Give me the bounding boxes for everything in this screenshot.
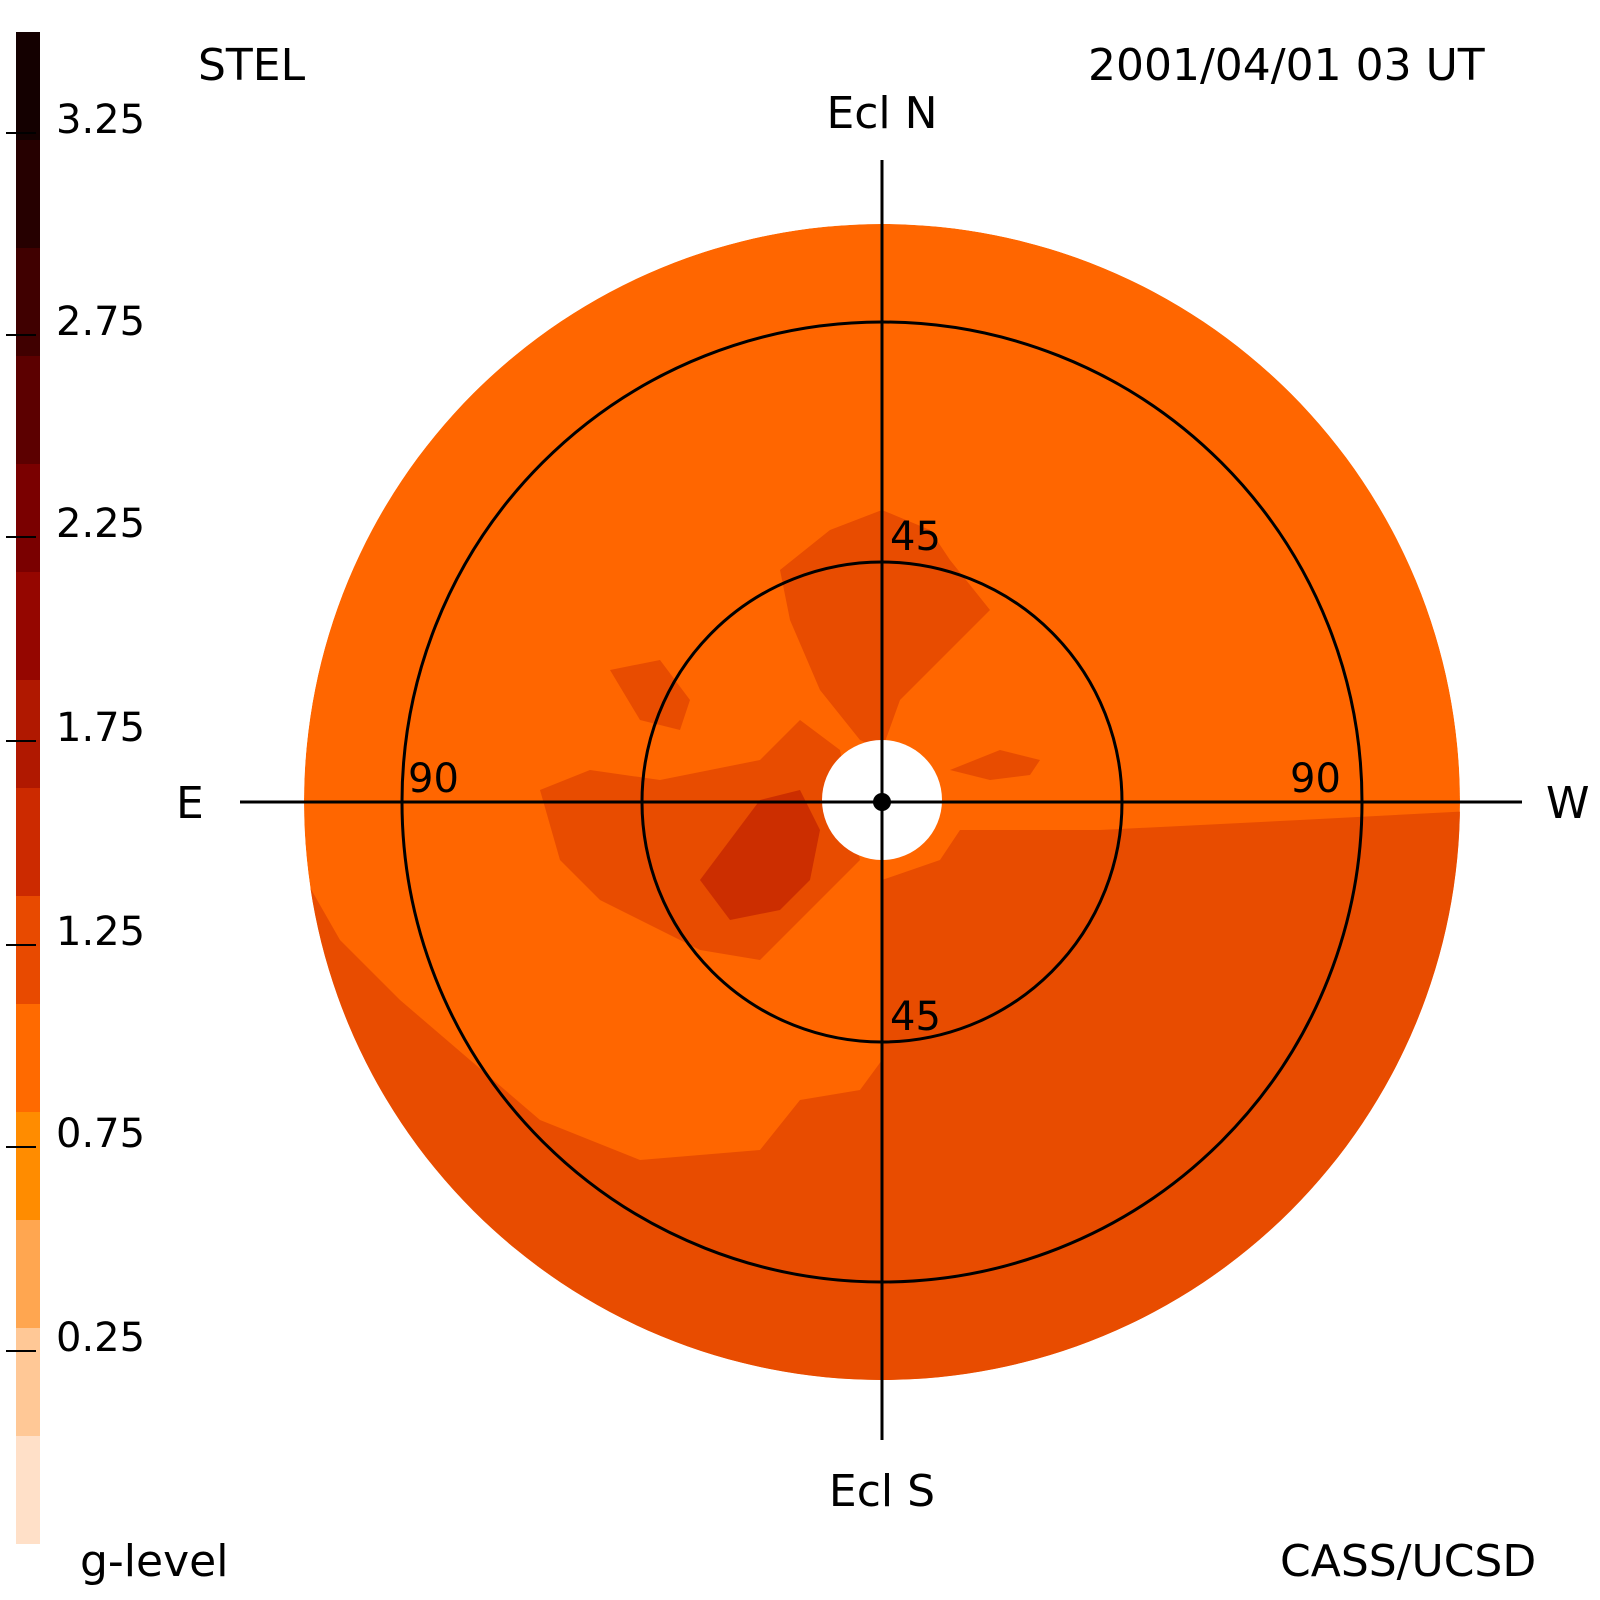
- compass-north-label: Ecl N: [826, 88, 937, 139]
- colorbar-segment: [16, 32, 40, 140]
- colorbar-tick-label: 0.25: [56, 1315, 146, 1361]
- compass-west-label: W: [1546, 778, 1590, 829]
- colorbar-tick-label: 1.25: [56, 909, 146, 955]
- colorbar-tick: [6, 944, 36, 946]
- ring-label-90-west: 90: [1290, 756, 1341, 802]
- colorbar-segment: [16, 140, 40, 248]
- colorbar-segment: [16, 572, 40, 680]
- colorbar-segment: [16, 1328, 40, 1436]
- compass-east-label: E: [176, 778, 204, 829]
- credit-label: CASS/UCSD: [1280, 1536, 1537, 1587]
- colorbar-tick: [6, 1350, 36, 1352]
- instrument-label: STEL: [198, 40, 306, 91]
- ring-label-45-south: 45: [890, 994, 941, 1040]
- sun-center-marker: [873, 793, 891, 811]
- colorbar-segment: [16, 1220, 40, 1328]
- colorbar-segment: [16, 464, 40, 572]
- colorbar-segment: [16, 1112, 40, 1220]
- colorbar-segment: [16, 788, 40, 896]
- colorbar-segment: [16, 896, 40, 1004]
- colorbar-title: g-level: [80, 1536, 229, 1587]
- colorbar-segment: [16, 680, 40, 788]
- colorbar-segment: [16, 248, 40, 356]
- colorbar-tick-label: 2.25: [56, 501, 146, 547]
- colorbar-tick-label: 0.75: [56, 1111, 146, 1157]
- g-level-region: [950, 750, 1040, 780]
- colorbar-tick: [6, 334, 36, 336]
- colorbar-segment: [16, 356, 40, 464]
- g-level-region: [700, 790, 820, 920]
- colorbar-tick: [6, 1146, 36, 1148]
- ring-label-45-north: 45: [890, 514, 941, 560]
- colorbar-tick-label: 1.75: [56, 705, 146, 751]
- colorbar-tick-label: 2.75: [56, 299, 146, 345]
- ring-label-90-east: 90: [408, 756, 459, 802]
- g-level-region: [610, 660, 690, 730]
- colorbar-tick-label: 3.25: [56, 97, 146, 143]
- compass-south-label: Ecl S: [829, 1466, 935, 1517]
- colorbar: [16, 32, 40, 1544]
- g-level-region: [882, 810, 1460, 1380]
- colorbar-tick: [6, 536, 36, 538]
- colorbar-tick: [6, 132, 36, 134]
- colorbar-tick: [6, 740, 36, 742]
- colorbar-segment: [16, 1436, 40, 1544]
- timestamp-label: 2001/04/01 03 UT: [1088, 40, 1485, 91]
- colorbar-segment: [16, 1004, 40, 1112]
